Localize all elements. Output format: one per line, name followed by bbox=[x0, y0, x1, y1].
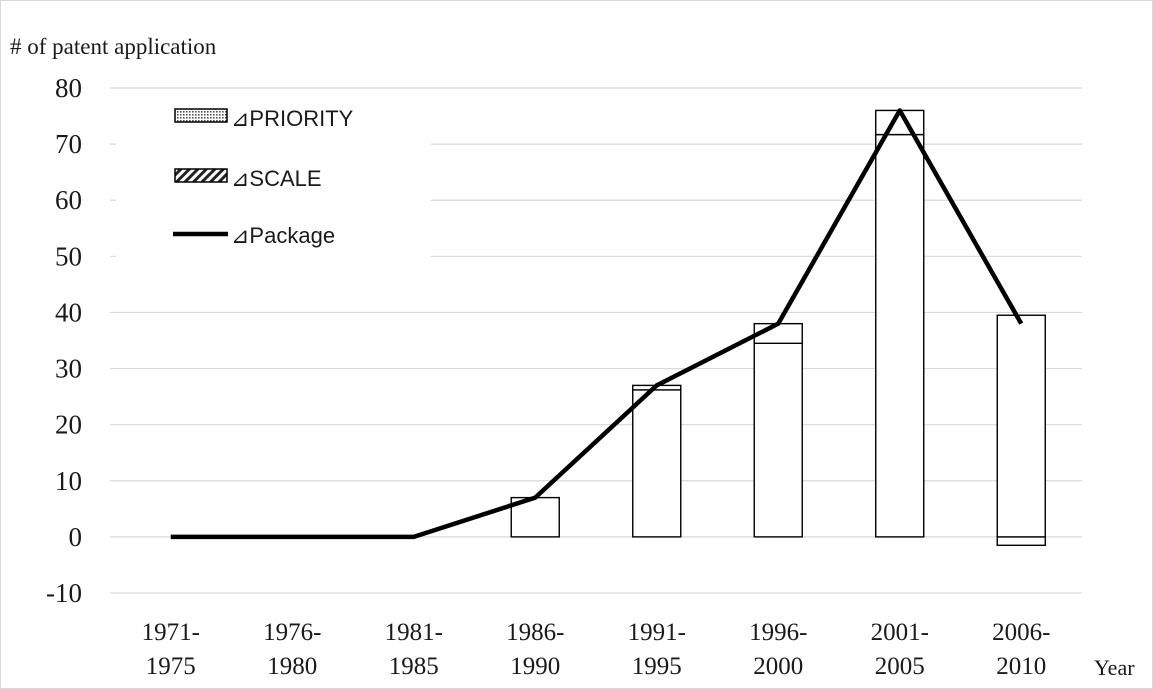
package-line bbox=[170, 108, 1024, 540]
bar-scale bbox=[753, 342, 803, 538]
y-tick-label: 0 bbox=[69, 522, 83, 552]
x-tick-label: 1971-1975 bbox=[142, 619, 200, 680]
legend: ⊿PRIORITY ⊿SCALE ⊿Package bbox=[173, 106, 354, 248]
x-tick-label: 1976-1980 bbox=[263, 619, 321, 680]
y-tick-label: 50 bbox=[55, 241, 82, 271]
legend-swatch-priority bbox=[174, 108, 228, 123]
x-tick-label: 2006-2010 bbox=[992, 619, 1050, 680]
bar-segment bbox=[996, 314, 1046, 538]
x-tick-label: 1991-1995 bbox=[628, 619, 686, 680]
y-tick-label: 70 bbox=[55, 129, 82, 159]
legend-label-package: ⊿Package bbox=[231, 223, 335, 248]
bar-scale bbox=[996, 536, 1046, 547]
bar-scale bbox=[875, 133, 925, 538]
y-tick-labels: -10 0 10 20 30 40 50 60 70 80 bbox=[46, 73, 82, 608]
y-tick-label: 30 bbox=[55, 354, 82, 384]
x-tick-label: 1996-2000 bbox=[749, 619, 807, 680]
y-tick-label: 10 bbox=[55, 466, 82, 496]
y-tick-label: 60 bbox=[55, 185, 82, 215]
y-tick-label: -10 bbox=[46, 578, 82, 608]
y-axis-label: # of patent application bbox=[10, 34, 217, 59]
y-tick-label: 20 bbox=[55, 410, 82, 440]
x-tick-label: 1981-1985 bbox=[385, 619, 443, 680]
bar-scale bbox=[632, 389, 682, 538]
x-axis-label: Year bbox=[1094, 655, 1135, 680]
x-tick-labels: 1971-1975 1976-1980 1981-1985 1986-1990 1991… bbox=[142, 619, 1051, 680]
legend-label-scale: ⊿SCALE bbox=[231, 166, 322, 191]
legend-label-priority: ⊿PRIORITY bbox=[231, 106, 354, 131]
x-tick-label: 1986-1990 bbox=[506, 619, 564, 680]
bars bbox=[510, 109, 1046, 547]
y-tick-label: 80 bbox=[55, 73, 82, 103]
x-tick-label: 2001-2005 bbox=[871, 619, 929, 680]
series-line-package bbox=[170, 108, 1024, 540]
legend-swatch-scale bbox=[174, 168, 228, 183]
legend-background bbox=[116, 98, 431, 262]
y-tick-label: 40 bbox=[55, 297, 82, 327]
